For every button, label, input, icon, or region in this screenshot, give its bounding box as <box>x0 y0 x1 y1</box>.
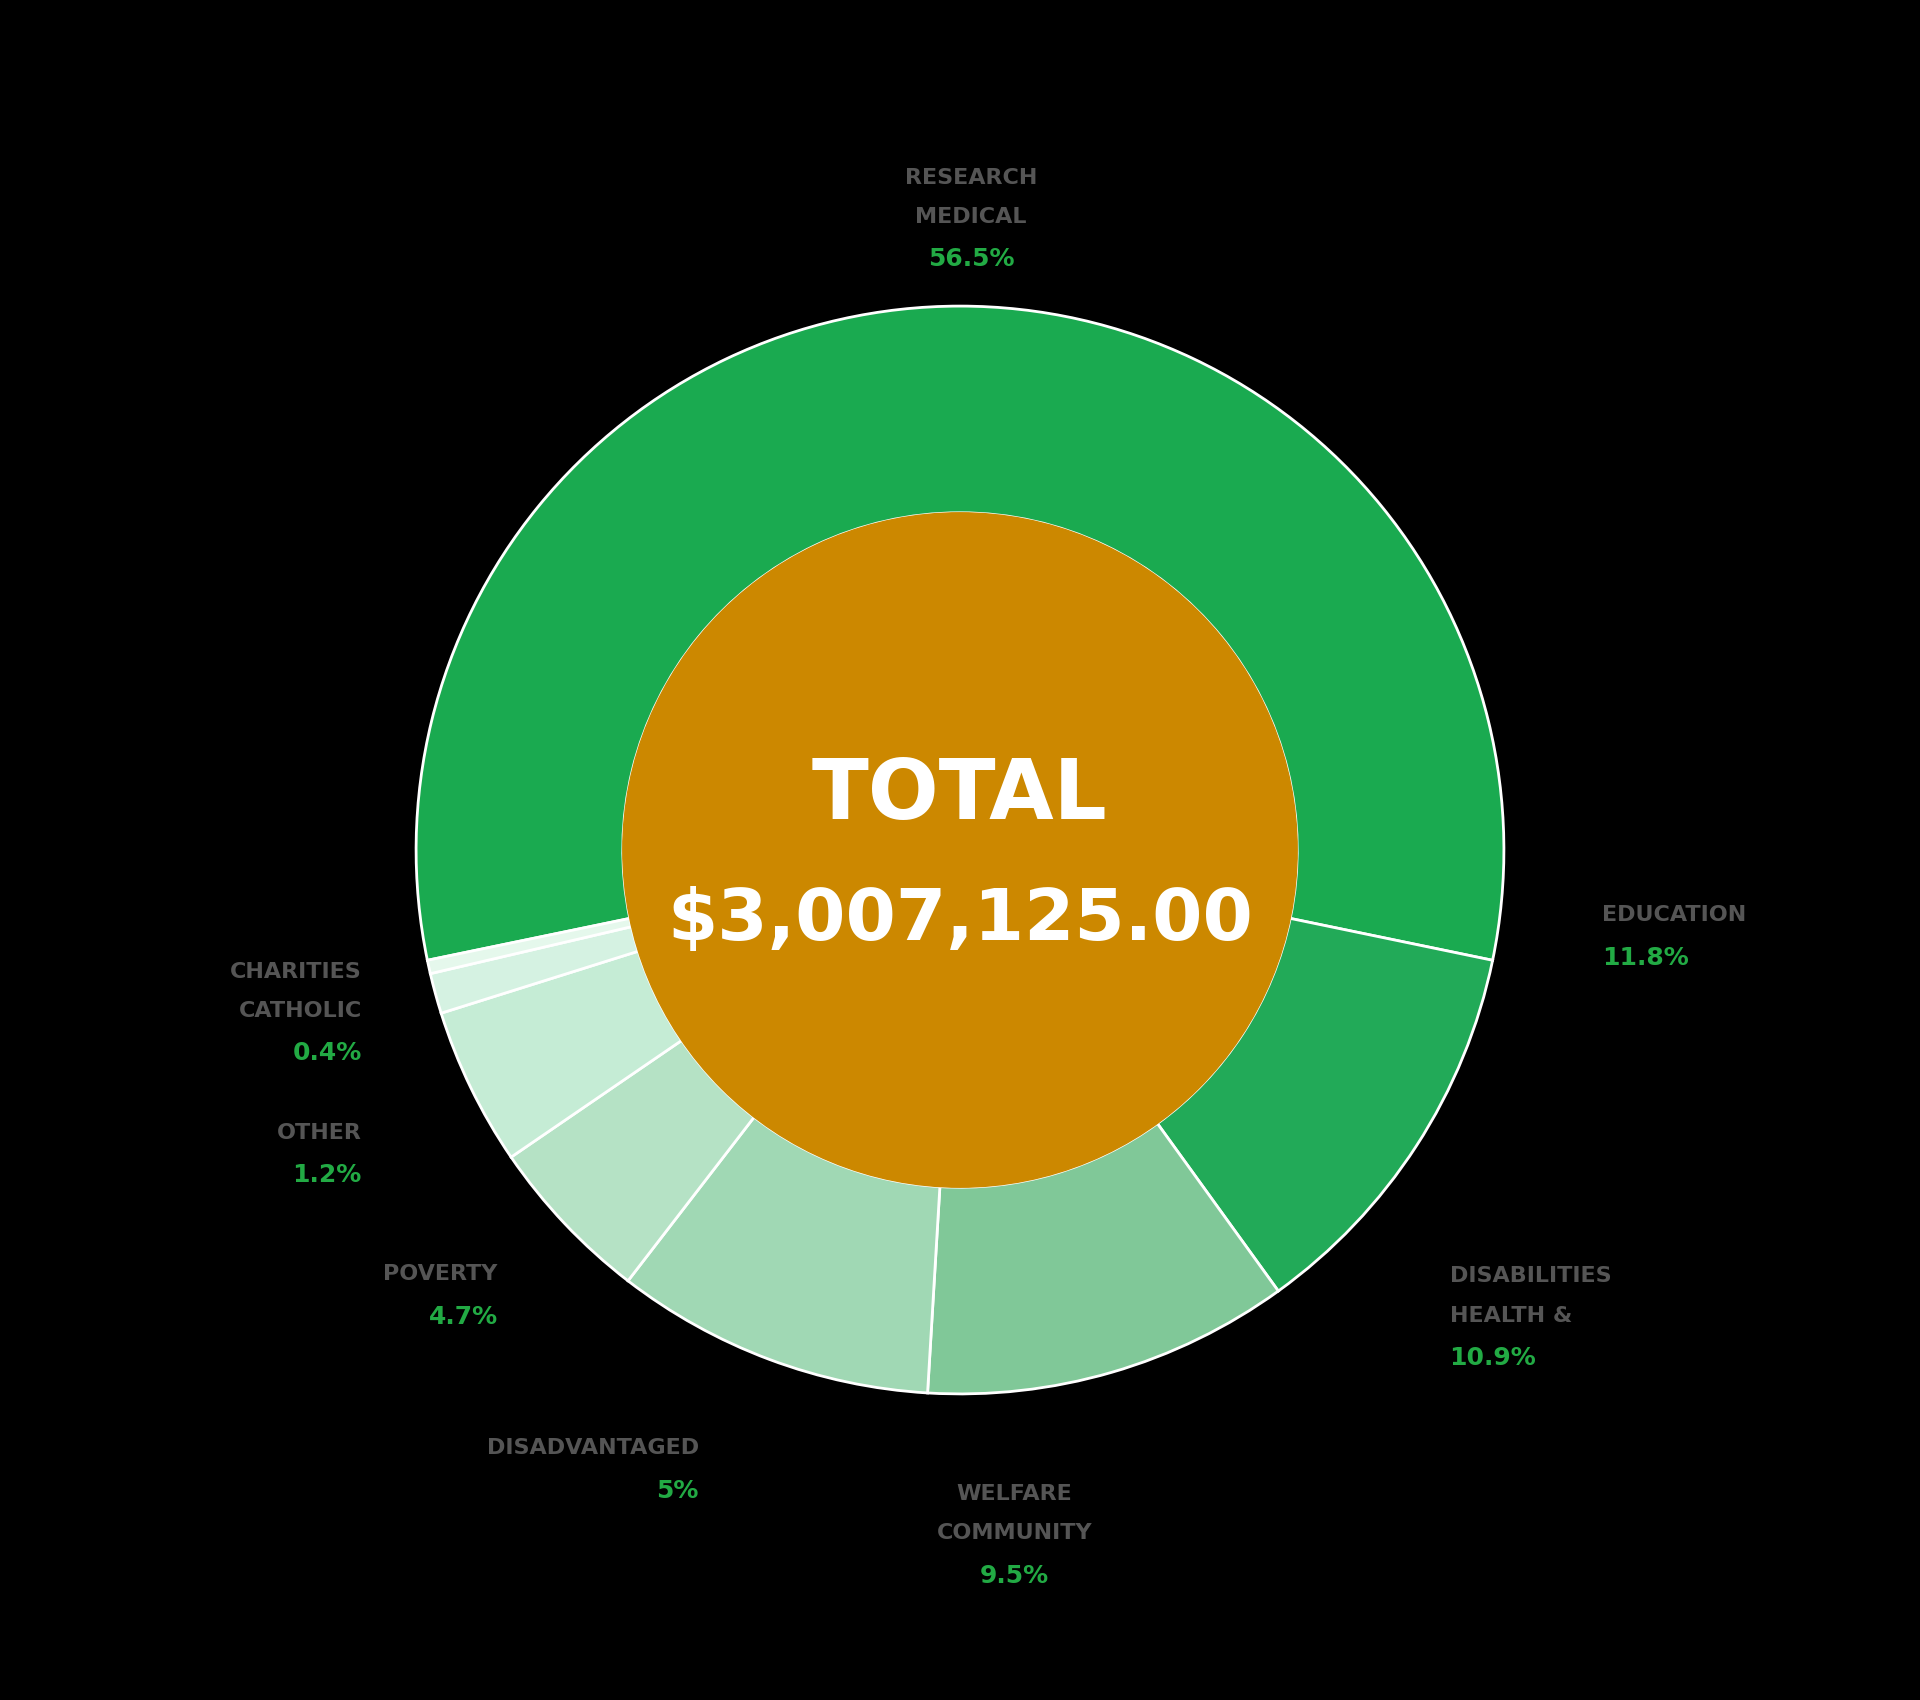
Text: OTHER: OTHER <box>276 1122 361 1142</box>
Text: DISADVANTAGED: DISADVANTAGED <box>488 1438 699 1459</box>
Text: 0.4%: 0.4% <box>292 1042 361 1066</box>
Circle shape <box>622 513 1298 1187</box>
Text: EDUCATION: EDUCATION <box>1601 906 1745 925</box>
Text: 5%: 5% <box>657 1479 699 1503</box>
Text: WELFARE: WELFARE <box>956 1484 1071 1504</box>
Wedge shape <box>628 1117 941 1392</box>
Text: CHARITIES: CHARITIES <box>230 962 361 983</box>
Text: TOTAL: TOTAL <box>812 755 1108 836</box>
Text: 11.8%: 11.8% <box>1601 945 1688 969</box>
Text: 9.5%: 9.5% <box>979 1564 1048 1588</box>
Text: COMMUNITY: COMMUNITY <box>937 1523 1092 1544</box>
Text: $3,007,125.00: $3,007,125.00 <box>666 886 1254 955</box>
Text: HEALTH &: HEALTH & <box>1450 1306 1572 1326</box>
Wedge shape <box>428 918 632 974</box>
Text: DISABILITIES: DISABILITIES <box>1450 1266 1611 1287</box>
Wedge shape <box>1158 918 1492 1290</box>
Wedge shape <box>417 306 1503 960</box>
Text: 1.2%: 1.2% <box>292 1163 361 1187</box>
Text: RESEARCH: RESEARCH <box>904 168 1037 187</box>
Wedge shape <box>511 1040 755 1280</box>
Text: 10.9%: 10.9% <box>1450 1346 1536 1370</box>
Wedge shape <box>442 952 682 1158</box>
Text: CATHOLIC: CATHOLIC <box>238 1001 361 1022</box>
Wedge shape <box>430 927 637 1013</box>
Text: 56.5%: 56.5% <box>927 248 1014 272</box>
Text: MEDICAL: MEDICAL <box>916 207 1027 226</box>
Text: 4.7%: 4.7% <box>428 1304 497 1329</box>
Text: POVERTY: POVERTY <box>384 1265 497 1284</box>
Wedge shape <box>927 1124 1279 1394</box>
